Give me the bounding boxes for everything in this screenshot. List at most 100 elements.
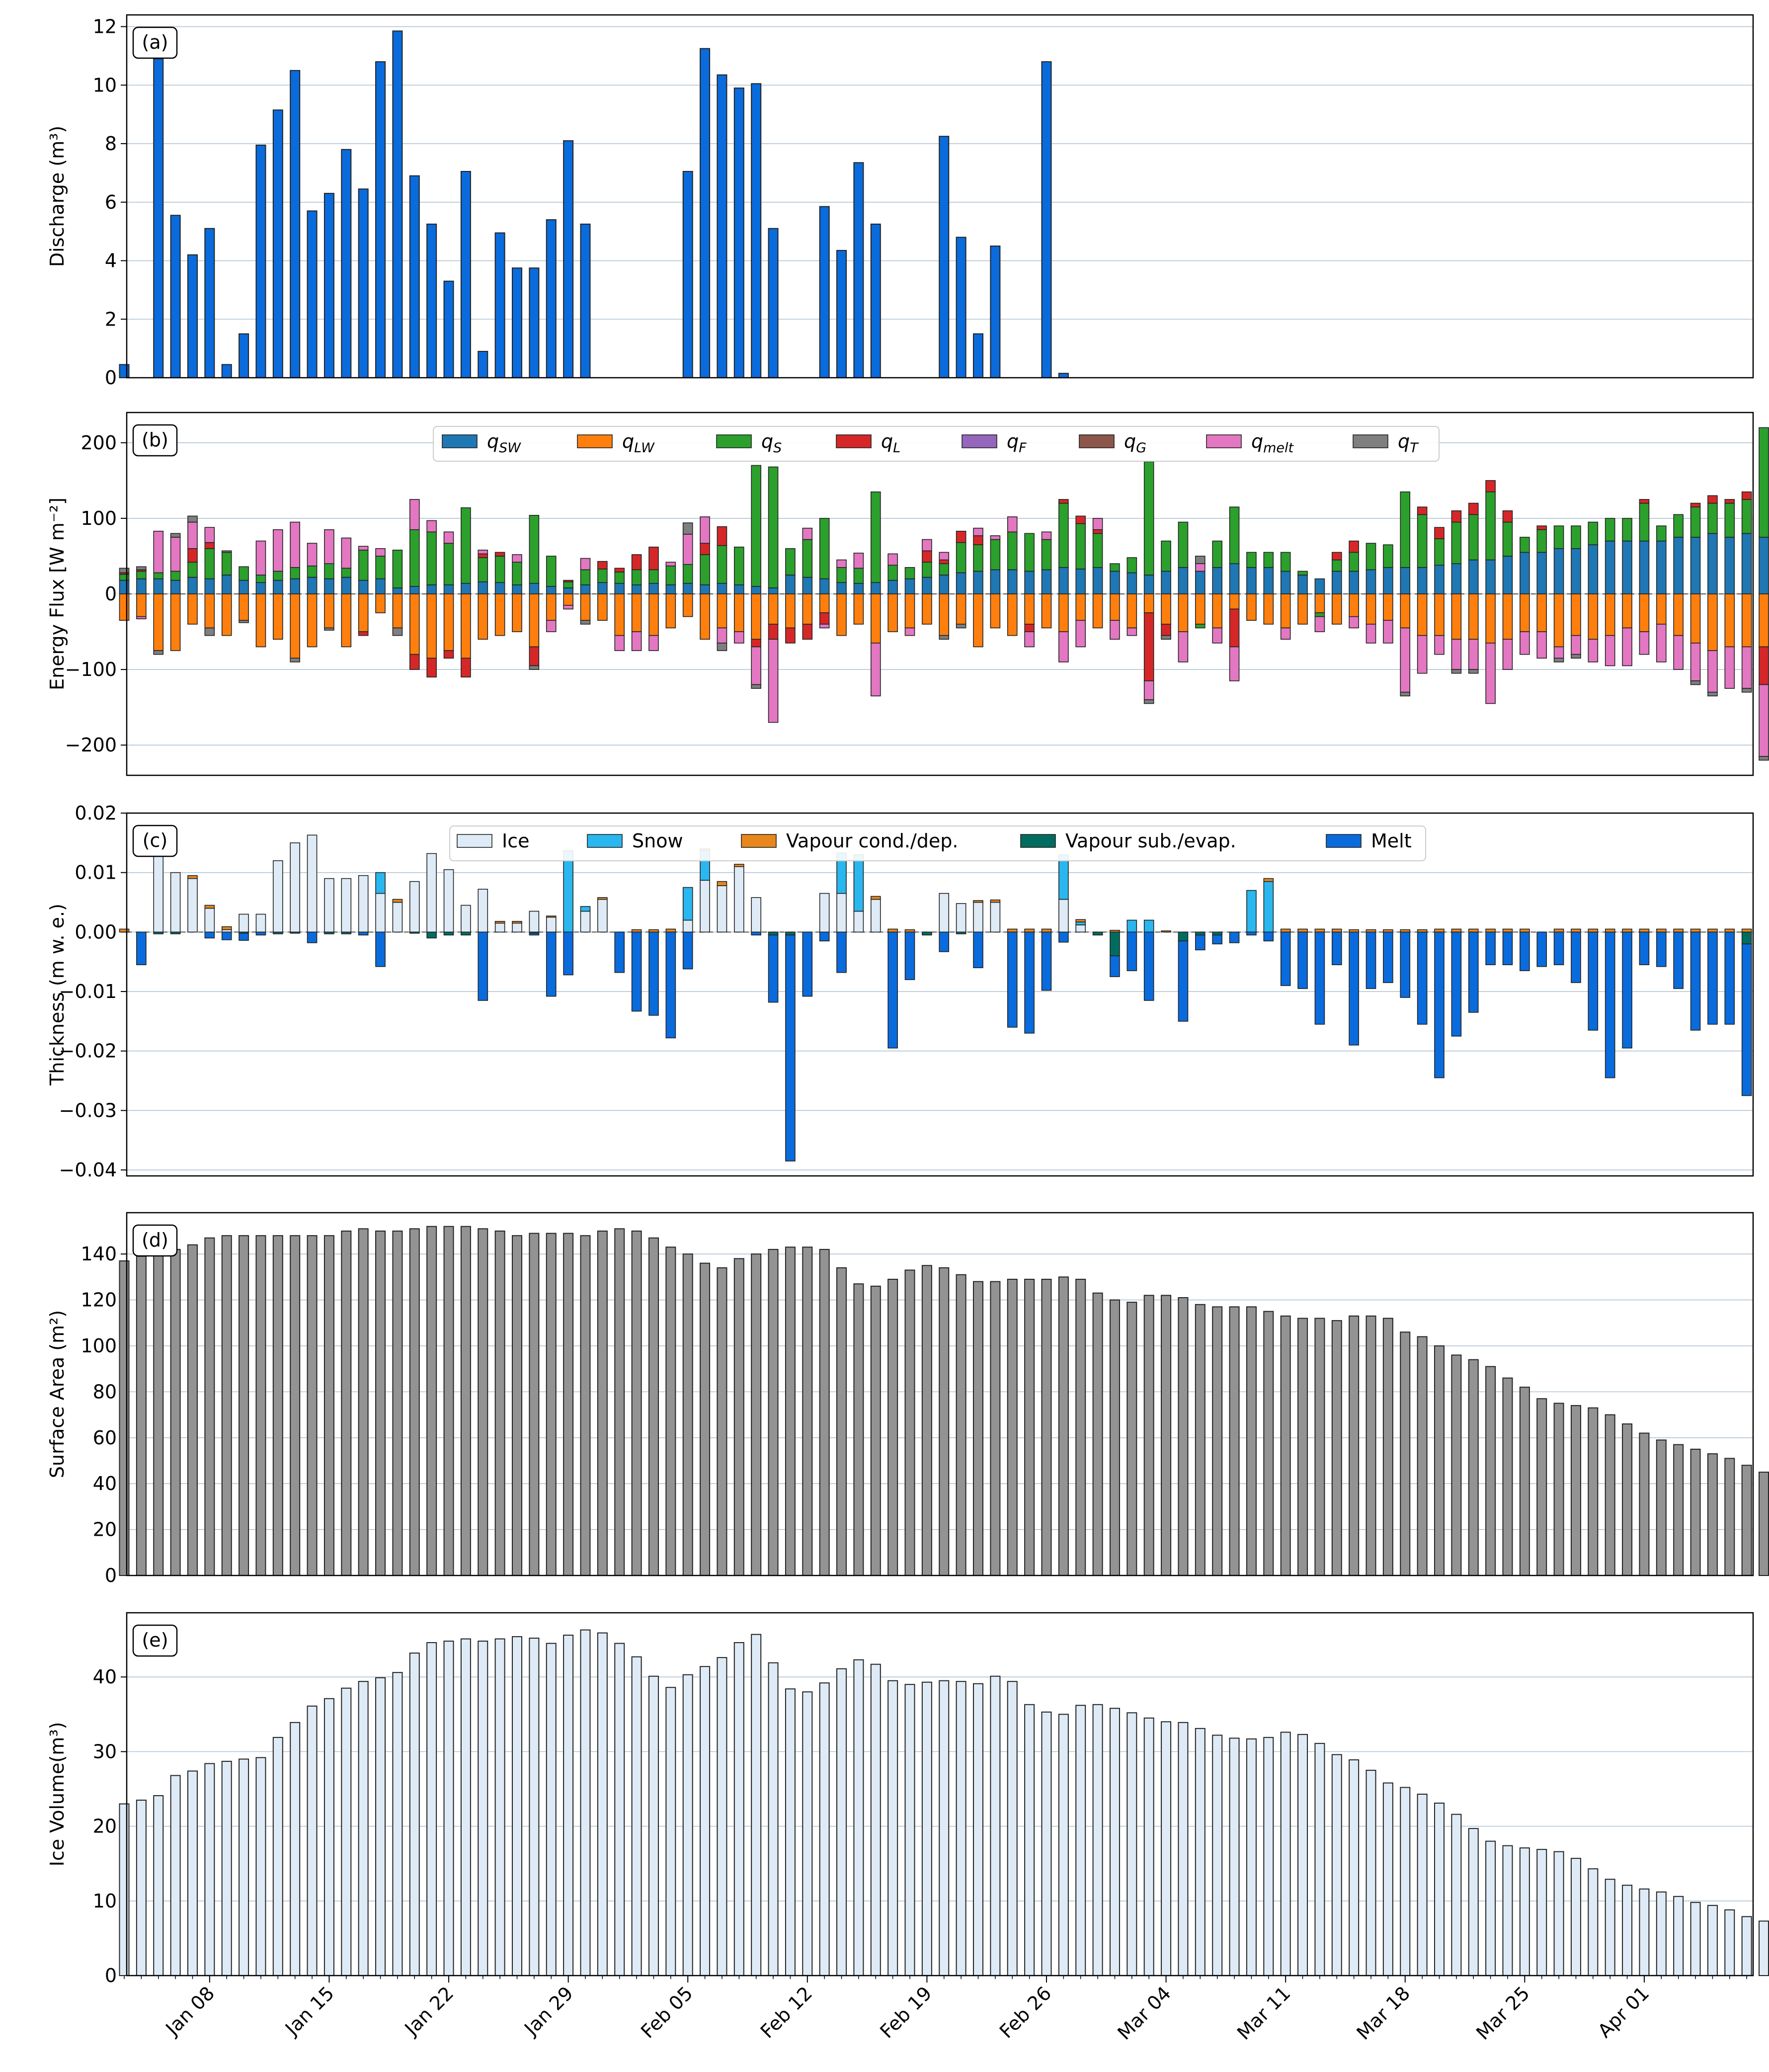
bar-segment [1468,593,1479,640]
bar-segment [1041,539,1052,571]
bar-segment [1297,928,1308,933]
bar-segment [1041,928,1052,933]
bar-segment [170,931,181,934]
bar-segment [1485,593,1496,644]
y-tick-label: 30 [93,1740,117,1762]
bar-segment [751,585,761,594]
bar-segment [1724,928,1735,933]
bar-segment [939,931,950,952]
legend: Ice Snow Vapour cond./dep. Vapour sub./evap… [449,826,1426,861]
bar-segment [1571,635,1581,655]
bar [494,232,505,378]
bar-segment [461,507,471,584]
bar [119,1260,130,1576]
bar-segment [409,593,420,655]
bar-segment [751,897,761,933]
bar-segment [1280,571,1291,594]
bar-segment [409,654,420,670]
bar-segment [1622,627,1632,666]
bar-segment [1383,544,1393,568]
bar-segment [1092,518,1103,530]
bar-segment [1520,593,1530,632]
bar-segment [1007,593,1018,636]
bar-segment [1349,540,1359,553]
bar-segment [563,587,573,594]
bar-segment [1417,506,1428,515]
bar [1229,1306,1240,1576]
bar [1382,1782,1393,1977]
bar-segment [973,571,983,594]
bar-segment [1690,537,1701,594]
bar-segment [358,631,369,636]
bar-segment [648,593,659,636]
bar-segment [546,556,557,587]
bar-segment [221,575,232,594]
bar [1126,1302,1137,1576]
bar [290,1235,301,1576]
bar-segment [1314,578,1325,594]
bar-segment [751,931,761,936]
bar-segment [648,931,659,1016]
legend-label: Ice [502,830,529,852]
bar [1229,1738,1240,1977]
legend-swatch [1079,434,1115,448]
bar-segment [1502,556,1513,594]
bar-segment [1553,658,1564,663]
bar-segment [1297,571,1308,576]
bar-segment [939,635,950,640]
bar [1092,1292,1103,1576]
bar-segment [443,931,454,936]
bar-segment [1126,919,1137,933]
bar-segment [1092,533,1103,568]
bar [1570,1405,1581,1576]
axes-frame [126,1612,1754,1977]
bar-segment [1280,593,1291,629]
bar-segment [187,577,198,594]
legend-box [449,826,1426,861]
bar-segment [512,584,522,594]
x-tick-label: Mar 11 [1233,1982,1295,2044]
bar-segment [973,900,983,903]
y-tick-label: 0 [105,1965,117,1987]
bar-segment [1143,680,1154,700]
bar [904,1684,915,1976]
bar-segment [1639,931,1650,965]
bar [751,1634,762,1976]
bar-segment [597,582,608,594]
bar-segment [153,593,164,651]
bar-segment [734,593,744,632]
bar-segment [1024,928,1035,933]
bar [682,1253,693,1576]
bar [1178,1722,1189,1977]
bar-segment [170,580,181,594]
bar [1058,1714,1069,1976]
bar-segment [1656,931,1667,967]
bar [1502,1845,1513,1977]
bar-segment [1759,646,1769,685]
bar-segment [443,584,454,594]
bar-segment [563,581,573,588]
bar-segment [1656,928,1667,933]
bar [443,1226,454,1576]
bar [682,170,693,378]
y-tick-label: −0.01 [59,981,117,1002]
surface-area-panel: 0 20 40 60 80 100 120 140 (d) Surface Area (m²) [46,1212,1769,1586]
bar-segment [1502,521,1513,557]
bar-segment [751,593,761,640]
legend-swatch [741,834,777,848]
bar-segment [1639,499,1650,504]
bar-segment [478,889,488,933]
bar-segment [375,556,386,580]
bar [1622,1423,1633,1576]
bar-segment [1520,552,1530,594]
bar-segment [1161,593,1171,625]
axes-frame [126,14,1754,379]
bar [1331,1320,1342,1576]
bar [802,1691,813,1976]
bar [1246,1306,1257,1576]
bar [682,1674,693,1977]
bar-segment [1195,624,1206,629]
bar-segment [648,582,659,594]
bar [768,228,779,378]
bar-segment [1673,593,1684,636]
